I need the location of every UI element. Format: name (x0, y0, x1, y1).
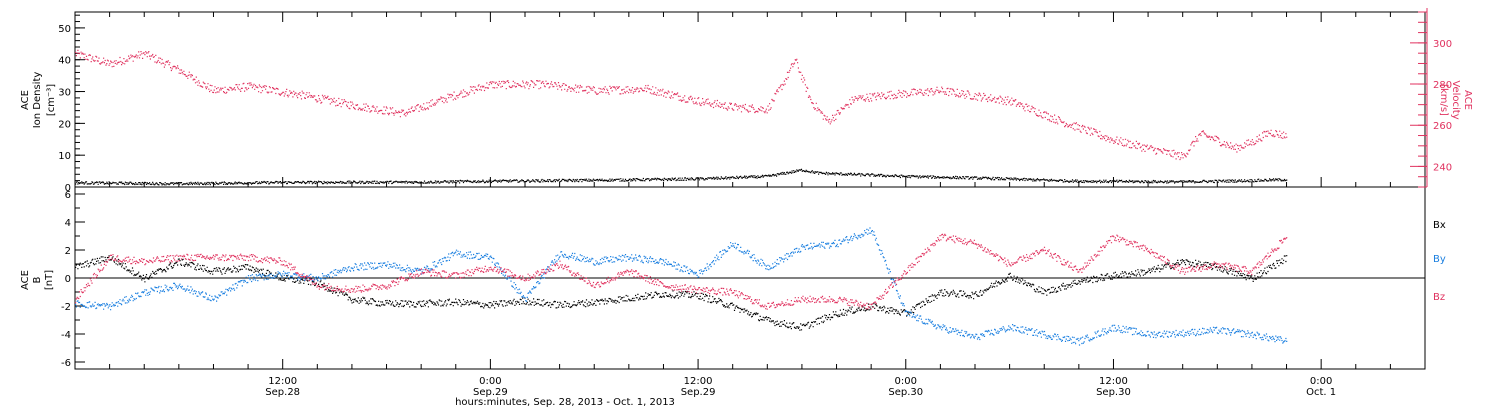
field-tick-label: -4 (61, 330, 71, 341)
density-tick-label: 40 (58, 56, 71, 67)
bz-series-points (75, 233, 1288, 311)
density-label-line3: [cm⁻³] (46, 84, 57, 116)
x-tick-time: 0:00 (479, 376, 501, 387)
tick-labels: 01020304050240260280300-6-4-2024612:00Se… (58, 24, 1452, 398)
density-label-line2: Ion Density (32, 72, 43, 129)
x-tick-time: 12:00 (684, 376, 713, 387)
x-tick-date: Sep.28 (265, 387, 300, 398)
field-tick-label: -2 (61, 302, 71, 313)
density-tick-label: 0 (65, 183, 71, 194)
field-label-line3: [nT] (44, 270, 55, 290)
field-tick-label: 2 (65, 246, 71, 257)
field-tick-label: 4 (65, 218, 71, 229)
x-tick-date: Sep.30 (888, 387, 923, 398)
x-tick-date: Sep.30 (1096, 387, 1131, 398)
legend-by: By (1433, 254, 1446, 265)
velocity-label-line3: [km/s] (1438, 84, 1449, 116)
field-label-line1: ACE (20, 270, 31, 290)
x-tick-date: Sep.29 (473, 387, 508, 398)
velocity-axis-label: ACE Velocity [km/s] (1438, 80, 1473, 119)
bx-series-points (75, 255, 1288, 331)
x-tick-time: 12:00 (1099, 376, 1128, 387)
velocity-label-line2: Velocity (1450, 80, 1461, 119)
density-series-points (75, 168, 1288, 186)
by-series (75, 227, 1288, 346)
magnetic-field-series (75, 227, 1288, 346)
bz-series (75, 233, 1288, 311)
legend-bz: Bz (1433, 292, 1445, 303)
field-tick-label: 6 (65, 190, 71, 201)
x-tick-date: Oct. 1 (1306, 387, 1336, 398)
plasma-series (75, 49, 1288, 186)
legend-bx: Bx (1433, 220, 1446, 231)
velocity-series (75, 49, 1288, 161)
tick-marks (75, 11, 1427, 369)
bx-series (75, 255, 1288, 331)
velocity-tick-label: 280 (1433, 80, 1452, 91)
velocity-label-line1: ACE (1462, 90, 1473, 110)
x-tick-date: Sep.29 (681, 387, 716, 398)
x-tick-time: 0:00 (895, 376, 917, 387)
by-series-points (75, 227, 1288, 346)
field-tick-label: 0 (65, 274, 71, 285)
density-label-line1: ACE (20, 90, 31, 110)
velocity-tick-label: 240 (1433, 162, 1452, 173)
velocity-tick-label: 260 (1433, 121, 1452, 132)
field-axis-label: ACE B [nT] (20, 270, 55, 290)
density-series (75, 168, 1288, 186)
density-tick-label: 30 (58, 88, 71, 99)
velocity-series-points (75, 49, 1288, 161)
velocity-tick-label: 300 (1433, 39, 1452, 50)
field-tick-label: -6 (61, 358, 71, 369)
density-axis-label: ACE Ion Density [cm⁻³] (20, 72, 57, 129)
top-panel-frame (74, 11, 1426, 188)
density-tick-label: 20 (58, 119, 71, 130)
x-tick-time: 12:00 (268, 376, 297, 387)
field-label-line2: B (32, 276, 43, 283)
x-axis-title: hours:minutes, Sep. 28, 2013 - Oct. 1, 2… (455, 397, 675, 408)
x-tick-time: 0:00 (1310, 376, 1332, 387)
density-tick-label: 10 (58, 151, 71, 162)
density-tick-label: 50 (58, 24, 71, 35)
